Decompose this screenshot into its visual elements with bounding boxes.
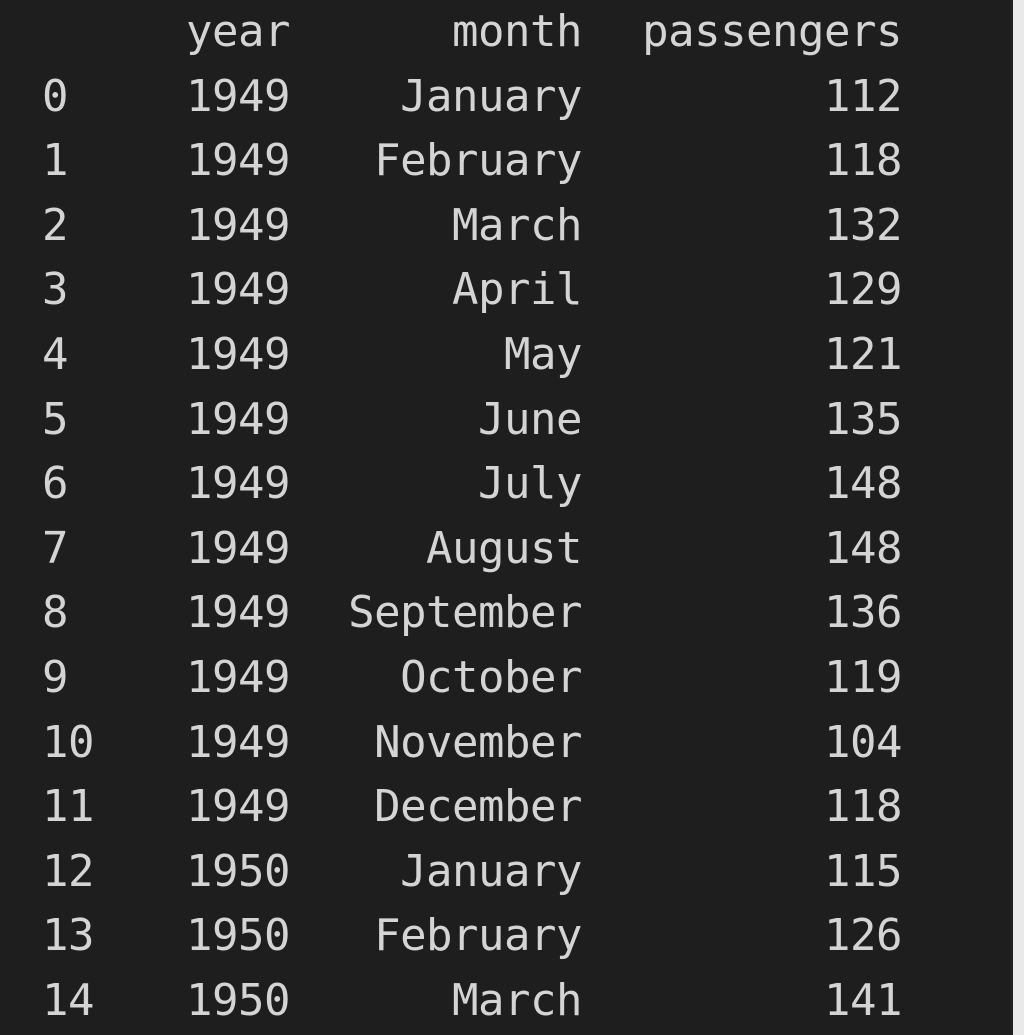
- month-cell: November: [374, 716, 582, 768]
- table-row: 3 1949 April 129: [0, 258, 1013, 323]
- year-cell: 1950: [186, 974, 290, 1026]
- row-index: 11: [42, 781, 94, 833]
- passengers-cell: 129: [824, 264, 902, 316]
- passengers-cell: 132: [824, 199, 902, 251]
- month-header: month: [452, 6, 582, 57]
- table-row: 7 1949 August 148: [0, 517, 1013, 582]
- passengers-cell: 148: [824, 458, 902, 510]
- row-index: 9: [42, 651, 69, 703]
- row-index: 6: [42, 458, 69, 510]
- passengers-cell: 148: [824, 522, 902, 574]
- year-cell: 1949: [186, 587, 290, 639]
- passengers-cell: 118: [824, 781, 902, 833]
- year-cell: 1949: [186, 393, 290, 445]
- month-cell: February: [374, 135, 582, 187]
- passengers-header: passengers: [642, 6, 902, 57]
- passengers-cell: 126: [824, 910, 902, 962]
- table-row: 8 1949 September 136: [0, 581, 1013, 646]
- year-cell: 1950: [186, 845, 290, 897]
- table-row: 5 1949 June 135: [0, 388, 1013, 453]
- year-cell: 1949: [186, 199, 290, 251]
- passengers-cell: 112: [824, 70, 902, 122]
- table-row: 9 1949 October 119: [0, 646, 1013, 711]
- year-cell: 1949: [186, 651, 290, 703]
- table-row: 2 1949 March 132: [0, 194, 1013, 259]
- passengers-cell: 141: [824, 974, 902, 1026]
- month-cell: September: [348, 587, 582, 639]
- row-index: 14: [42, 974, 94, 1026]
- row-index: 13: [42, 910, 94, 962]
- table-row: 12 1950 January 115: [0, 840, 1013, 905]
- year-cell: 1950: [186, 910, 290, 962]
- month-cell: February: [374, 910, 582, 962]
- table-header-row: year month passengers: [0, 0, 1013, 65]
- row-index: 1: [42, 135, 69, 187]
- month-cell: March: [452, 974, 582, 1026]
- month-cell: January: [400, 845, 582, 897]
- passengers-cell: 119: [824, 651, 902, 703]
- year-cell: 1949: [186, 264, 290, 316]
- table-row: 11 1949 December 118: [0, 775, 1013, 840]
- row-index: 5: [42, 393, 69, 445]
- table-row: 4 1949 May 121: [0, 323, 1013, 388]
- year-cell: 1949: [186, 70, 290, 122]
- passengers-cell: 135: [824, 393, 902, 445]
- year-cell: 1949: [186, 328, 290, 380]
- month-cell: May: [504, 328, 582, 380]
- month-cell: July: [478, 458, 582, 510]
- passengers-cell: 121: [824, 328, 902, 380]
- month-cell: August: [426, 522, 582, 574]
- year-cell: 1949: [186, 781, 290, 833]
- passengers-cell: 104: [824, 716, 902, 768]
- month-cell: December: [374, 781, 582, 833]
- table-row: 13 1950 February 126: [0, 904, 1013, 969]
- table-row: 6 1949 July 148: [0, 452, 1013, 517]
- row-index: 3: [42, 264, 69, 316]
- month-cell: January: [400, 70, 582, 122]
- row-index: 12: [42, 845, 94, 897]
- year-cell: 1949: [186, 135, 290, 187]
- month-cell: April: [452, 264, 582, 316]
- year-cell: 1949: [186, 458, 290, 510]
- year-cell: 1949: [186, 716, 290, 768]
- passengers-cell: 115: [824, 845, 902, 897]
- table-row: 10 1949 November 104: [0, 711, 1013, 776]
- row-index: 7: [42, 522, 69, 574]
- passengers-cell: 118: [824, 135, 902, 187]
- table-row: 14 1950 March 141: [0, 969, 1013, 1034]
- row-index: 8: [42, 587, 69, 639]
- month-cell: October: [400, 651, 582, 703]
- table-row: 1 1949 February 118: [0, 129, 1013, 194]
- month-cell: June: [478, 393, 582, 445]
- year-header: year: [186, 6, 290, 57]
- row-index: 0: [42, 70, 69, 122]
- month-cell: March: [452, 199, 582, 251]
- year-cell: 1949: [186, 522, 290, 574]
- row-index: 2: [42, 199, 69, 251]
- row-index: 10: [42, 716, 94, 768]
- row-index: 4: [42, 328, 69, 380]
- passengers-cell: 136: [824, 587, 902, 639]
- table-row: 0 1949 January 112: [0, 65, 1013, 130]
